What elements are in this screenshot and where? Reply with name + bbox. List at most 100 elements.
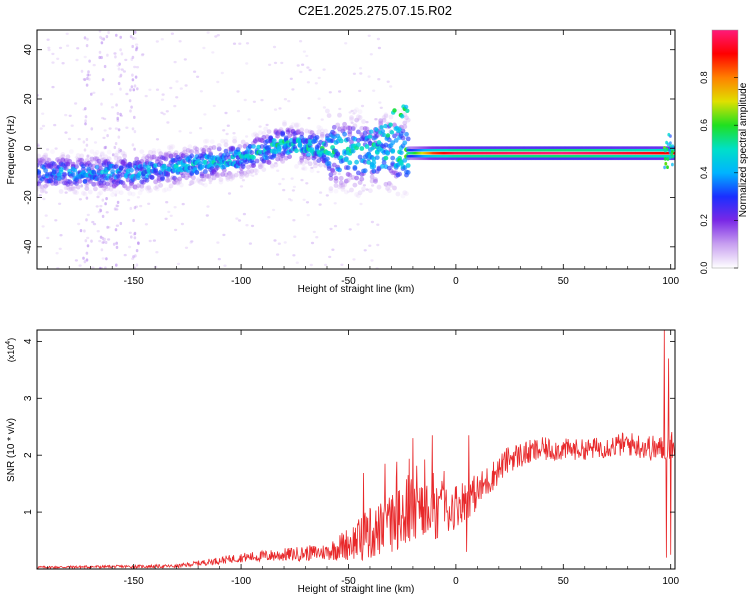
spectrogram-cell [400,193,406,199]
spectrogram-cell [125,126,129,129]
spectrogram-cell [160,38,164,41]
spectrogram-cell [310,166,314,170]
spectrogram-cell [338,183,344,188]
spectrogram-cell [381,160,387,166]
spectrogram-cell [124,185,129,190]
spectrogram-cell [61,62,65,65]
spectrogram-cell [415,157,421,161]
spectrogram-cell [37,157,40,162]
spectrogram-cell [420,146,426,150]
spectrogram-cell [385,150,390,156]
spectrogram-cell [118,75,122,78]
spectrogram-cell [221,167,227,173]
spectrogram-cell [100,41,104,45]
spectrogram-cell [149,154,155,160]
spectrogram-cell [204,174,210,180]
spectrogram-cell [666,165,669,169]
spectrogram-cell [386,181,392,186]
spectrogram-cell [164,217,168,220]
spectrogram-cell [205,214,209,217]
spectrogram-cell [153,185,159,191]
spectrogram-cell [267,216,271,219]
spectrogram-cell [310,241,315,245]
spectrogram-cell [221,164,227,170]
spectrogram-cell [664,161,668,166]
spectrogram-cell [258,137,263,143]
spectrogram-cell [115,245,119,249]
spectrogram-cell [265,159,269,163]
spectrogram-cell [137,241,140,246]
spectrogram-cell [172,152,177,158]
spectrogram-cell [328,176,334,181]
spectrogram-cell [65,162,71,167]
spectrogram-cell [338,175,344,181]
spectrogram-cell [85,251,89,255]
spectrogram-cell [99,209,103,213]
spectrogram-cell [128,245,132,249]
spectrogram-cell [299,131,305,137]
spectrogram-cell [208,177,214,183]
spectrogram-cell [131,257,135,260]
spectrogram-cell [136,196,140,199]
spectrogram-cell [146,153,152,159]
spectrogram-cell [139,204,143,208]
spectrogram-cell [82,191,88,197]
spectrogram-cell [406,146,412,150]
spectrogram-cell [128,99,132,103]
spectrogram-cell [209,139,215,145]
spectrogram-cell [333,183,339,188]
spectrogram-cell [220,172,226,177]
spectrogram-cell [227,192,232,195]
spectrogram-cell [98,190,103,196]
spectrogram-cell [404,115,409,121]
spectrogram-cell [323,142,329,148]
spectrogram-x-label: Height of straight line (km) [298,284,415,295]
spectrogram-cell [184,175,189,181]
spectrogram-cell [306,66,310,69]
spectrogram-cell [224,111,228,115]
spectrogram-cell [191,179,196,185]
spectrogram-cell [100,102,103,106]
spectrogram-cell [62,171,67,177]
spectrogram-cell [87,163,93,168]
spectrogram-cell [105,181,110,187]
spectrogram-cell [216,34,220,37]
spectrogram-cell [333,178,339,184]
spectrogram-cell [241,179,245,182]
spectrogram-cell [85,44,89,48]
spectrogram-cell [386,165,392,171]
spectrogram-cell [199,173,205,179]
spectrogram-cell [69,185,74,191]
spectrogram-cell [151,154,157,160]
spectrogram-cell [345,165,351,171]
spectrogram-cell [206,147,212,153]
spectrogram-cell [665,140,668,145]
spectrogram-cell [115,208,119,211]
spectrogram-cell [385,133,391,138]
spectrogram-cell [53,123,57,127]
spectrogram-cell [86,154,90,158]
spectrogram-cell [191,175,196,181]
spectrogram-cell [152,239,156,242]
spectrogram-cell [352,165,358,170]
spectrogram-cell [342,121,347,127]
spectrogram-cell [72,190,78,195]
spectrogram-cell [350,109,354,113]
spectrogram-cell [282,188,286,192]
spectrogram-cell [406,157,412,161]
spectrogram-cell [108,186,114,192]
spectrogram-cell [65,32,69,35]
snr-y-tick-label: 3 [23,395,34,401]
spectrogram-cell [216,173,222,178]
spectrogram-cell [120,180,126,186]
spectrogram-cell [666,157,670,161]
spectrogram-cell [41,124,46,128]
spectrogram-cell [146,185,152,191]
spectrogram-cell [118,166,124,172]
spectrogram-cell [43,154,48,160]
spectrogram-cell [165,110,169,113]
spectrogram-cell [102,37,106,41]
spectrogram-cell [116,64,120,67]
spectrogram-cell [92,222,97,226]
spectrogram-cell [47,48,51,52]
